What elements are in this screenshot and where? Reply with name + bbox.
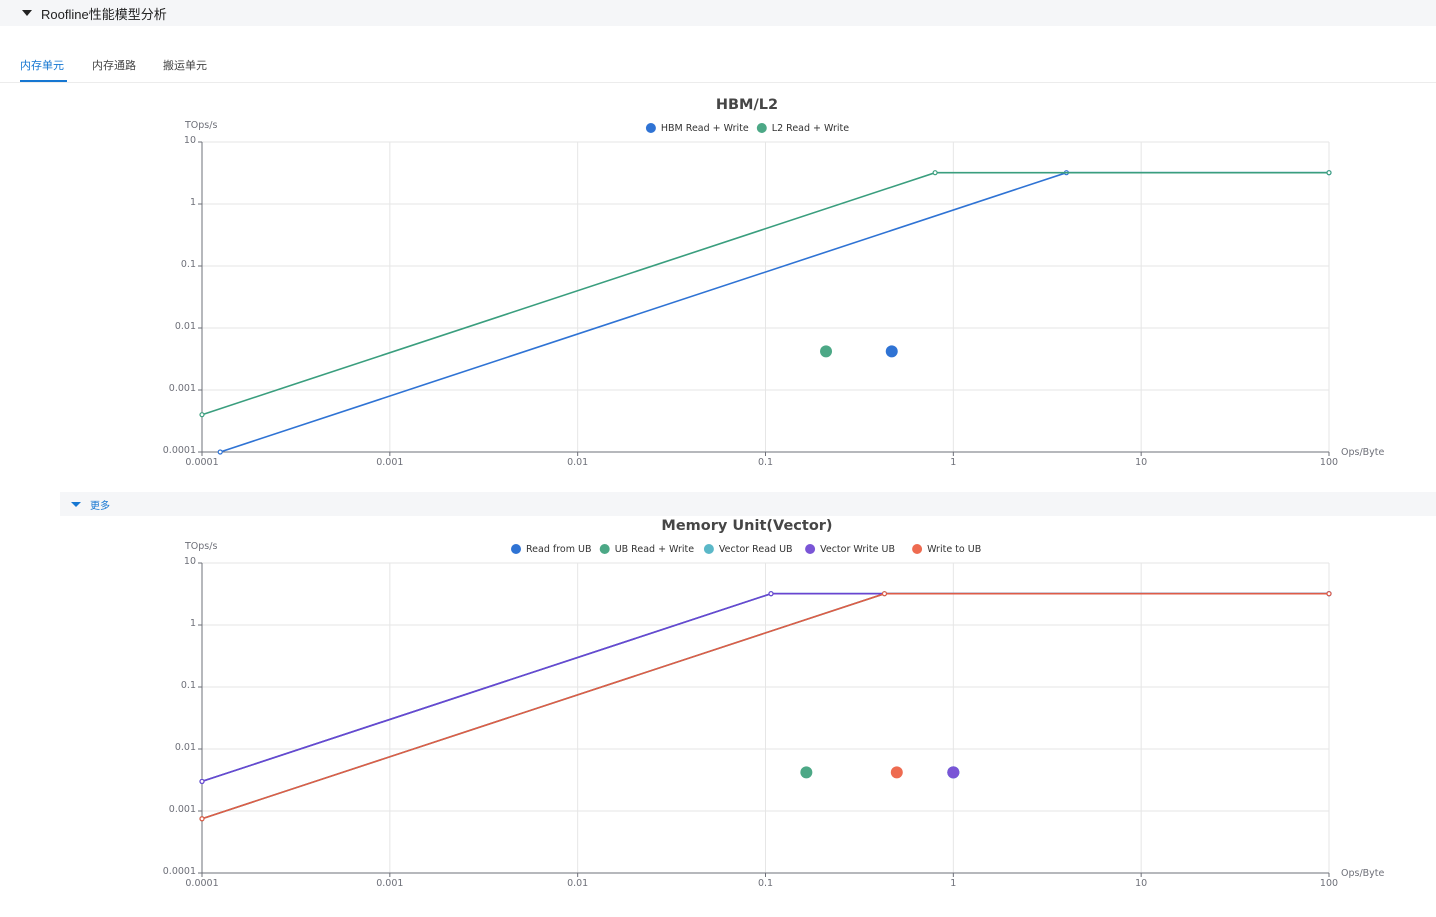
y-tick-label: 0.0001 xyxy=(163,445,196,456)
x-axis-name: Ops/Byte xyxy=(1341,868,1385,879)
roofline-vertex xyxy=(199,778,205,785)
legend-marker xyxy=(645,123,656,133)
legend-marker xyxy=(912,544,923,554)
legend-label: Vector Write UB xyxy=(820,544,895,555)
legend-marker xyxy=(599,544,610,554)
scatter-point xyxy=(820,345,833,358)
x-axis-name: Ops/Byte xyxy=(1341,447,1385,458)
y-tick-label: 0.01 xyxy=(175,321,196,332)
more-toggle[interactable]: 更多 xyxy=(60,492,1436,516)
y-tick-label: 0.0001 xyxy=(163,866,196,877)
x-tick-label: 0.01 xyxy=(567,457,588,468)
active-tab-indicator xyxy=(20,80,67,82)
chart-hbm-l2: HBM/L2 HBM Read + Write L2 Read + Write 0.0… xyxy=(163,97,1385,468)
section-title: Roofline性能模型分析 xyxy=(41,6,167,22)
x-tick-label: 1 xyxy=(950,457,956,468)
x-tick-label: 0.1 xyxy=(758,457,773,468)
legend-label: L2 Read + Write xyxy=(772,123,849,134)
more-label: 更多 xyxy=(90,500,110,512)
x-tick-label: 0.001 xyxy=(376,457,403,468)
legend-label: Write to UB xyxy=(927,544,981,555)
y-tick-label: 1 xyxy=(190,197,196,208)
x-tick-label: 0.001 xyxy=(376,878,403,889)
roofline-vertex xyxy=(1326,170,1332,176)
x-tick-label: 100 xyxy=(1320,878,1338,889)
y-tick-label: 0.001 xyxy=(169,804,196,815)
legend-marker xyxy=(703,544,714,554)
y-tick-label: 0.1 xyxy=(181,259,196,270)
legend-label: UB Read + Write xyxy=(615,544,695,555)
collapse-caret-icon[interactable] xyxy=(22,10,32,16)
chart-title: HBM/L2 xyxy=(716,97,778,113)
y-axis-name: TOps/s xyxy=(184,120,217,131)
y-tick-label: 10 xyxy=(184,556,196,567)
y-tick-label: 0.001 xyxy=(169,383,196,394)
tab-memory-unit[interactable]: 内存单元 xyxy=(20,60,64,72)
x-tick-label: 0.0001 xyxy=(185,457,218,468)
y-axis-name: TOps/s xyxy=(184,541,217,552)
legend-marker xyxy=(756,123,767,133)
tab-memory-path[interactable]: 内存通路 xyxy=(92,60,136,72)
tab-bar: 内存单元 内存通路 搬运单元 xyxy=(0,50,1436,83)
x-tick-label: 0.0001 xyxy=(185,878,218,889)
roofline-vertex xyxy=(199,412,205,418)
legend-marker xyxy=(511,544,521,554)
roofline-line xyxy=(219,171,1329,453)
scatter-point xyxy=(947,766,960,779)
y-tick-label: 0.1 xyxy=(181,680,196,691)
tab-transfer-unit[interactable]: 搬运单元 xyxy=(163,60,207,72)
more-caret-icon[interactable] xyxy=(71,501,81,507)
scatter-point xyxy=(885,345,898,358)
x-tick-label: 10 xyxy=(1135,457,1147,468)
chart-memory-unit-vector: Memory Unit(Vector) Read from UB UB Read +… xyxy=(163,518,1385,889)
scatter-point xyxy=(800,766,813,779)
roofline-vertex xyxy=(932,170,938,176)
chart-title: Memory Unit(Vector) xyxy=(661,518,832,534)
roofline-vertex xyxy=(199,816,205,822)
x-tick-label: 0.01 xyxy=(567,878,588,889)
x-tick-label: 10 xyxy=(1135,878,1147,889)
roofline-vertex xyxy=(217,449,223,455)
x-tick-label: 1 xyxy=(950,878,956,889)
x-tick-label: 100 xyxy=(1320,457,1338,468)
section-header[interactable]: Roofline性能模型分析 xyxy=(0,0,1436,26)
roofline-vertex xyxy=(1326,591,1332,597)
scatter-point xyxy=(890,766,903,779)
legend-label: HBM Read + Write xyxy=(661,123,749,134)
roofline-vertex xyxy=(881,591,888,597)
y-tick-label: 0.01 xyxy=(175,742,196,753)
legend-label: Read from UB xyxy=(526,544,592,555)
legend-label: Vector Read UB xyxy=(719,544,793,555)
legend-marker xyxy=(805,544,816,554)
roofline-vertex xyxy=(768,591,774,597)
y-tick-label: 1 xyxy=(190,618,196,629)
x-tick-label: 0.1 xyxy=(758,878,773,889)
y-tick-label: 10 xyxy=(184,135,196,146)
